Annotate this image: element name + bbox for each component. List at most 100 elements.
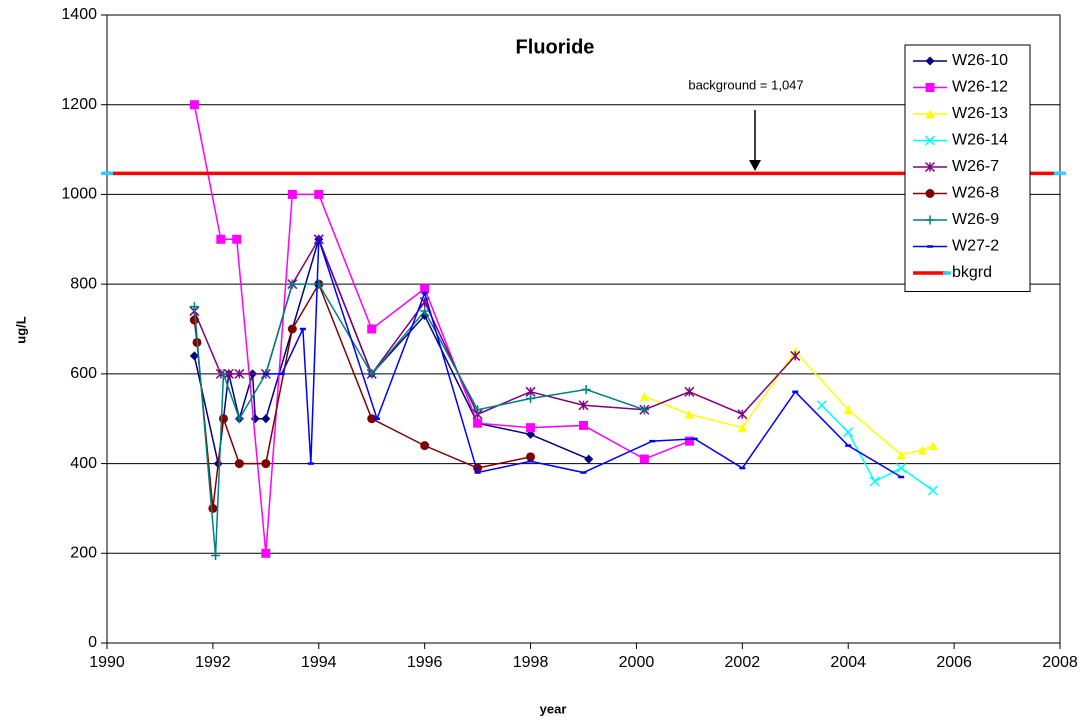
- marker: [287, 189, 297, 199]
- x-tick-label: 2000: [619, 654, 655, 671]
- marker: [287, 279, 297, 289]
- y-tick-label: 1000: [61, 186, 97, 203]
- y-tick-label: 200: [70, 545, 97, 562]
- marker: [367, 414, 377, 424]
- marker: [737, 409, 748, 420]
- marker: [578, 400, 589, 411]
- annotation-arrowhead: [749, 160, 761, 171]
- plot-area: [106, 14, 1061, 644]
- marker: [684, 436, 694, 446]
- marker: [925, 189, 935, 198]
- y-tick-label: 1400: [61, 6, 97, 23]
- marker: [189, 100, 199, 110]
- marker: [843, 427, 854, 438]
- marker: [420, 306, 430, 316]
- marker: [208, 503, 218, 513]
- marker: [420, 441, 430, 451]
- marker: [896, 450, 906, 460]
- marker: [917, 445, 927, 455]
- legend-label: W26-9: [952, 211, 999, 228]
- marker: [218, 414, 228, 424]
- marker: [925, 215, 935, 225]
- x-tick-label: 1990: [89, 654, 125, 671]
- marker: [314, 279, 324, 289]
- legend-label: W26-12: [952, 79, 1008, 96]
- series-line: [265, 239, 902, 478]
- marker: [924, 161, 936, 173]
- x-tick-label: 2008: [1042, 654, 1078, 671]
- legend-label: W26-10: [952, 52, 1008, 69]
- marker: [843, 405, 853, 415]
- marker: [790, 350, 801, 361]
- marker: [473, 405, 483, 415]
- series-line: [821, 404, 934, 492]
- marker: [584, 454, 594, 464]
- chart-title: Fluoride: [516, 36, 595, 58]
- marker: [925, 83, 935, 92]
- marker: [216, 234, 226, 244]
- series-line: [193, 237, 796, 416]
- legend-label: W26-8: [952, 185, 999, 202]
- marker: [211, 551, 221, 561]
- marker: [816, 400, 827, 411]
- y-axis-label: ug/L: [13, 316, 28, 343]
- legend-label: W26-7: [952, 158, 999, 175]
- marker: [314, 189, 324, 199]
- y-tick-label: 1200: [61, 96, 97, 113]
- annotation: background = 1,047: [688, 77, 803, 92]
- marker: [223, 368, 234, 379]
- marker: [924, 135, 936, 146]
- legend-label: bkgrd: [952, 264, 992, 281]
- marker: [684, 409, 694, 419]
- marker: [684, 386, 695, 397]
- marker: [927, 485, 938, 496]
- marker: [420, 284, 430, 294]
- series-line: [644, 350, 934, 456]
- marker: [189, 315, 199, 325]
- marker: [579, 420, 588, 430]
- marker: [581, 385, 591, 395]
- marker: [639, 454, 649, 464]
- marker: [869, 476, 880, 487]
- x-tick-label: 1998: [513, 654, 549, 671]
- marker: [526, 423, 536, 433]
- marker: [896, 463, 907, 474]
- marker: [261, 548, 271, 558]
- x-tick-label: 1996: [407, 654, 443, 671]
- marker: [232, 234, 242, 244]
- marker: [287, 324, 297, 334]
- legend: W26-10 W26-12 W26-13 W26-14 W26-7 W26-8 W26-9 W…: [904, 44, 1031, 292]
- x-tick-label: 2006: [936, 654, 972, 671]
- marker: [925, 56, 935, 66]
- x-tick-label: 1994: [301, 654, 337, 671]
- y-tick-label: 400: [70, 455, 97, 472]
- marker: [925, 109, 935, 119]
- marker: [234, 459, 244, 469]
- marker: [639, 405, 649, 415]
- y-tick-label: 800: [70, 275, 97, 292]
- marker: [261, 459, 271, 469]
- marker: [189, 302, 199, 312]
- marker: [526, 394, 536, 404]
- marker: [218, 369, 228, 379]
- x-tick-label: 2004: [830, 654, 866, 671]
- x-axis-label: year: [540, 701, 567, 716]
- marker: [473, 418, 483, 428]
- marker: [261, 414, 271, 424]
- marker: [250, 414, 260, 424]
- x-tick-label: 2002: [725, 654, 761, 671]
- marker: [639, 391, 649, 401]
- marker: [737, 423, 747, 433]
- y-tick-label: 600: [70, 365, 97, 382]
- marker: [928, 441, 938, 451]
- marker: [367, 369, 377, 379]
- marker: [234, 368, 245, 379]
- legend-label: W26-14: [952, 132, 1008, 149]
- marker: [367, 324, 377, 334]
- series-line: [193, 282, 531, 509]
- y-tick-label: 0: [88, 634, 97, 651]
- legend-label: W27-2: [952, 238, 999, 255]
- marker: [234, 414, 244, 424]
- marker: [526, 452, 536, 462]
